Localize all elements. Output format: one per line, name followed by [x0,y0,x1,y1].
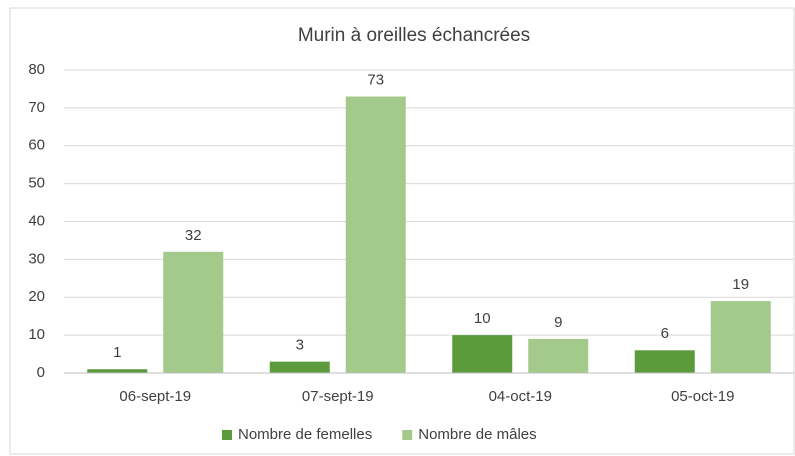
y-tick-label: 0 [37,364,45,381]
bar [452,335,513,373]
data-label: 3 [296,337,304,354]
y-tick-label: 80 [28,61,45,78]
data-label: 32 [185,227,202,244]
data-label: 9 [554,314,562,331]
y-tick-label: 40 [28,212,45,229]
legend-swatch [222,430,232,440]
y-tick-label: 60 [28,137,45,154]
bar [528,338,589,373]
bar [269,361,330,373]
x-tick-label: 07-sept-19 [302,388,374,405]
y-tick-label: 10 [28,326,45,343]
y-tick-label: 20 [28,288,45,305]
x-tick-label: 04-oct-19 [489,388,552,405]
chart-title: Murin à oreilles échancrées [298,25,530,46]
bar [163,251,224,373]
bar [710,301,771,373]
data-label: 1 [113,344,121,361]
y-tick-label: 30 [28,250,45,267]
data-label: 19 [732,276,749,293]
legend-swatch [402,430,413,440]
bar [345,96,406,373]
bar [87,369,148,373]
legend-label: Nombre de mâles [418,426,536,443]
data-label: 73 [367,71,384,88]
legend-label: Nombre de femelles [238,426,372,443]
data-label: 10 [474,310,491,327]
x-tick-label: 06-sept-19 [119,388,191,405]
y-tick-label: 70 [28,99,45,116]
y-tick-label: 50 [28,175,45,192]
data-label: 6 [661,325,669,342]
bar [634,350,695,373]
x-tick-label: 05-oct-19 [671,388,734,405]
